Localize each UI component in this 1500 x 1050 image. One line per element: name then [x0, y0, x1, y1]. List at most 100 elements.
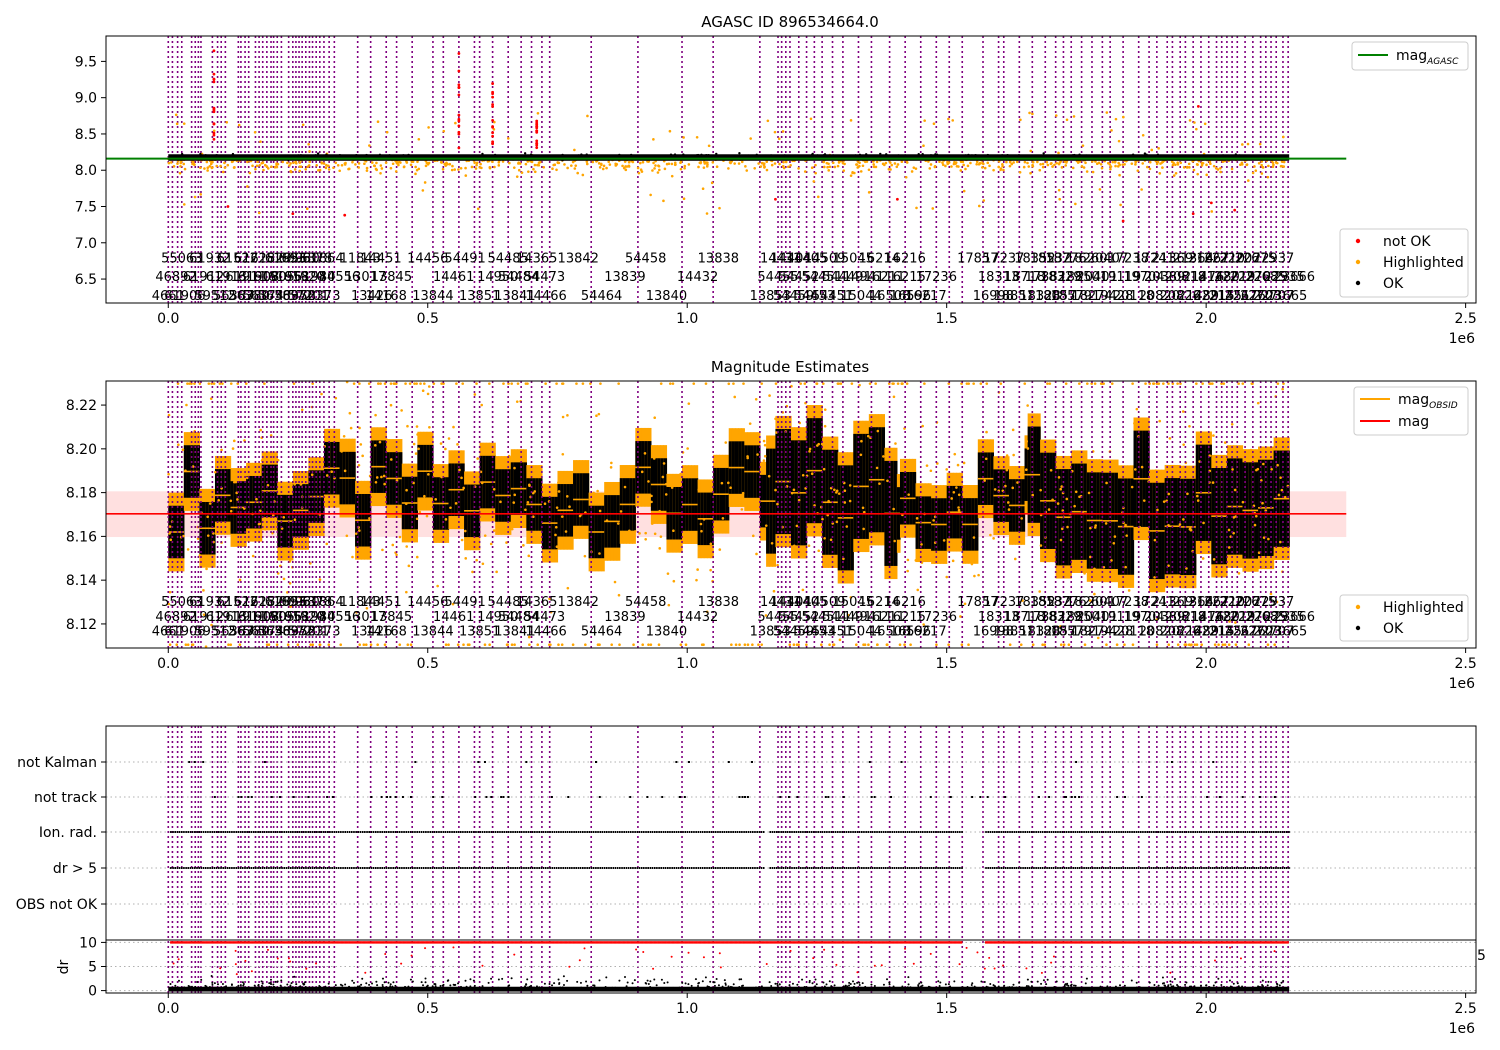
highlighted-point: [296, 643, 300, 647]
highlighted-point: [208, 502, 212, 505]
flag-marker: [453, 867, 456, 869]
ok-point: [499, 155, 503, 159]
highlighted-point: [597, 412, 601, 416]
dr-point: [561, 986, 564, 989]
flag-marker: [584, 831, 586, 833]
highlighted-point: [1205, 173, 1208, 177]
flag-marker: [438, 831, 440, 833]
flag-marker: [773, 831, 776, 833]
obsid-label: 54464: [581, 624, 622, 639]
obsid-label: 56389: [258, 289, 299, 304]
highlighted-point: [336, 163, 340, 167]
flag-marker: [344, 867, 347, 869]
dr-point: [1030, 985, 1033, 988]
flag-marker: [224, 867, 227, 869]
flag-marker: [418, 867, 421, 869]
highlighted-point: [898, 643, 902, 647]
flag-marker: [671, 867, 673, 869]
flag-marker: [388, 831, 390, 833]
highlighted-point: [1004, 484, 1007, 488]
highlighted-point: [557, 481, 560, 484]
highlighted-point: [595, 414, 598, 418]
highlighted-point: [513, 466, 516, 470]
flag-marker: [1170, 831, 1173, 833]
flag-marker: [913, 831, 915, 833]
magnitude-estimates-panel: Magnitude Estimates 46614689255063619066…: [66, 358, 1477, 692]
highlighted-point: [246, 185, 249, 188]
highlighted-point: [1105, 481, 1108, 485]
highlighted-point: [942, 539, 946, 542]
highlighted-point: [932, 519, 935, 522]
flag-marker: [1216, 867, 1218, 869]
highlighted-point: [1168, 437, 1172, 440]
flag-marker: [597, 831, 599, 833]
ok-point: [647, 155, 650, 158]
flag-marker: [261, 831, 264, 833]
highlighted-point: [368, 144, 371, 147]
not-ok-point: [291, 212, 295, 216]
flag-marker: [414, 761, 417, 763]
flag-marker: [847, 831, 850, 833]
ok-point: [752, 155, 755, 158]
ok-point: [721, 155, 724, 159]
highlighted-point: [624, 165, 627, 168]
flag-marker: [233, 867, 235, 869]
obsid-label: 16217: [905, 624, 946, 639]
highlighted-point: [800, 555, 803, 559]
ok-point: [1234, 154, 1237, 158]
panel-title: Magnitude Estimates: [711, 358, 869, 376]
flag-marker: [355, 867, 357, 869]
flag-marker: [791, 867, 793, 869]
highlighted-point: [1065, 161, 1068, 164]
flag-marker: [1224, 867, 1227, 869]
highlighted-point: [1020, 517, 1023, 520]
flag-marker: [481, 831, 484, 833]
flag-marker: [1205, 867, 1207, 869]
highlighted-point: [981, 166, 984, 169]
highlighted-point: [1041, 643, 1044, 647]
flag-marker: [407, 867, 410, 869]
highlighted-point: [506, 137, 510, 140]
highlighted-point: [424, 164, 428, 168]
ok-point: [481, 152, 484, 156]
flag-marker: [712, 831, 715, 833]
flag-marker: [627, 867, 630, 869]
flag-marker: [255, 831, 257, 833]
flag-marker: [708, 831, 711, 833]
ok-point: [523, 152, 527, 155]
highlighted-point: [537, 163, 541, 167]
dr-point: [253, 984, 256, 987]
flag-marker: [553, 867, 556, 869]
flag-marker: [1179, 831, 1181, 833]
ok-point: [629, 153, 633, 157]
highlighted-point: [1257, 162, 1261, 165]
highlighted-point: [684, 470, 688, 473]
highlighted-point: [183, 167, 187, 171]
highlighted-point: [181, 448, 185, 452]
highlighted-point: [1102, 565, 1106, 569]
flag-marker: [514, 831, 517, 833]
ok-point: [1001, 154, 1004, 157]
obsid-label: 54453: [794, 624, 835, 639]
obsid-label: 61908: [238, 610, 279, 625]
flag-marker: [486, 831, 488, 833]
highlighted-point: [1104, 522, 1108, 525]
highlighted-point: [182, 534, 185, 538]
highlighted-point: [820, 643, 823, 647]
highlighted-point: [1072, 115, 1076, 118]
obsid-label: 17382: [1025, 270, 1066, 285]
highlighted-point: [203, 167, 206, 170]
highlighted-point: [1260, 172, 1264, 175]
flag-marker: [882, 831, 885, 833]
ok-point: [1130, 154, 1133, 157]
flag-marker: [773, 867, 776, 869]
highlighted-point: [412, 442, 416, 446]
highlighted-point: [1001, 163, 1004, 166]
highlighted-point: [179, 161, 183, 165]
flag-marker: [1070, 867, 1072, 869]
flag-marker: [1081, 831, 1083, 833]
flag-marker: [747, 867, 750, 869]
flag-marker: [411, 831, 414, 833]
highlighted-point: [310, 473, 314, 477]
flag-marker: [1272, 831, 1275, 833]
